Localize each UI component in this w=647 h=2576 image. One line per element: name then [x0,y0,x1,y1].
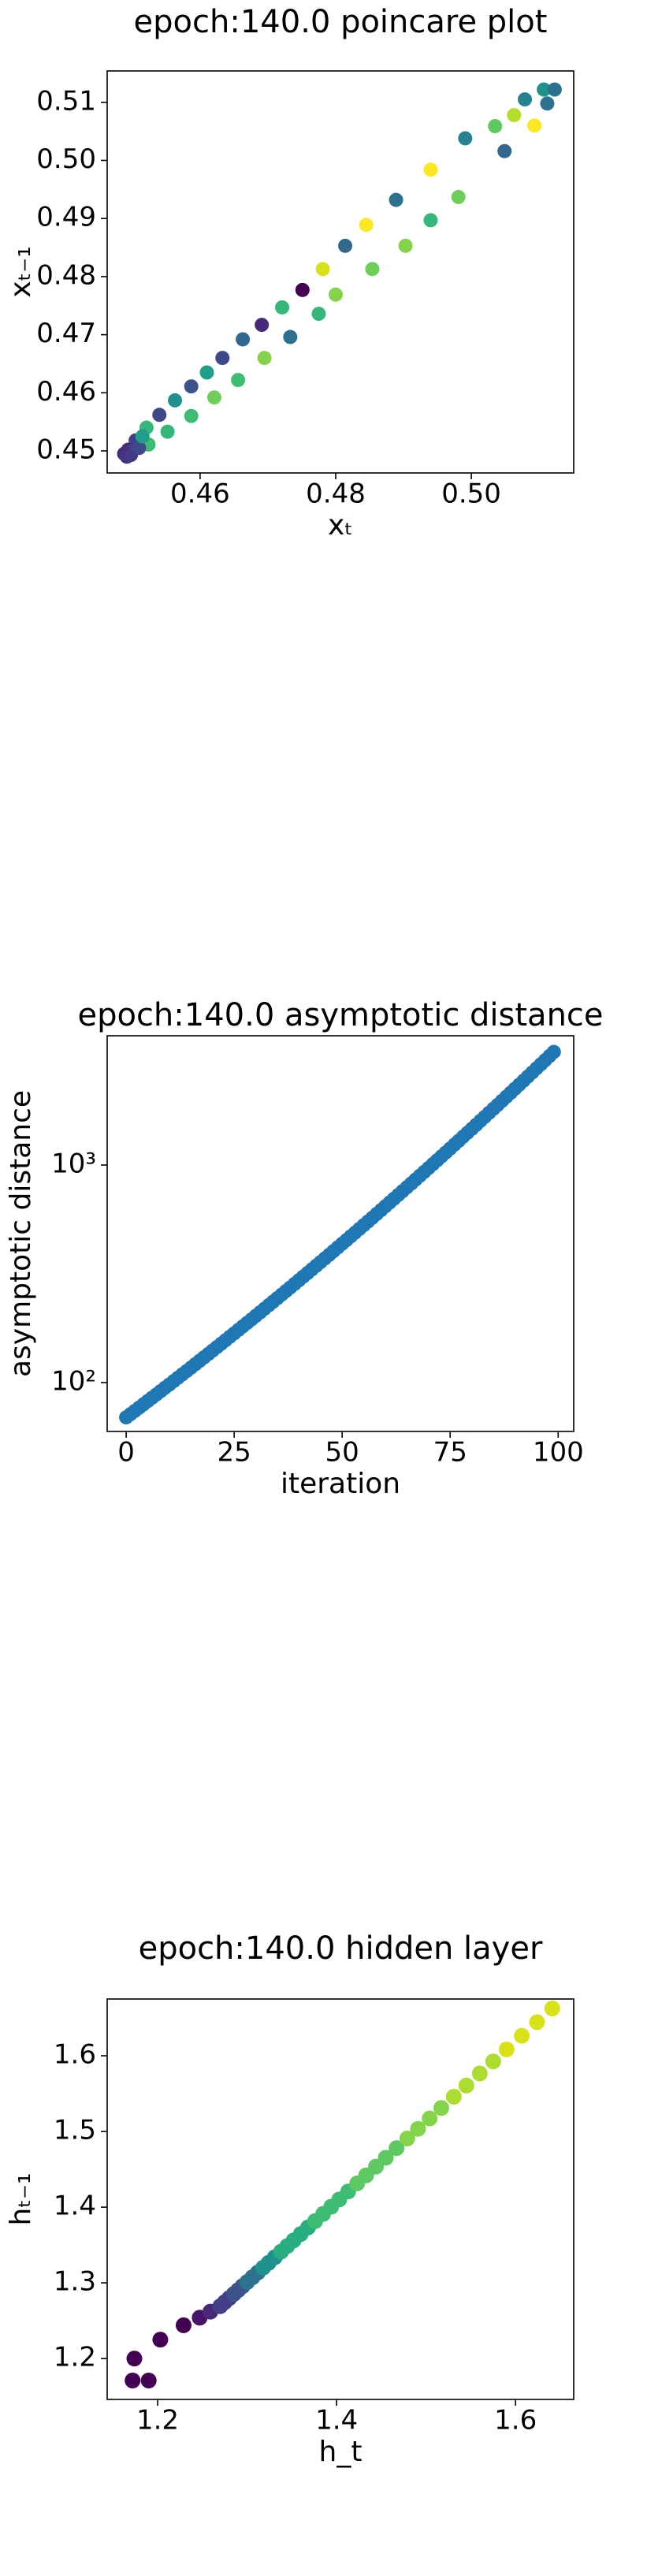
y-tick-label: 1.5 [54,2115,96,2146]
point [398,238,413,253]
point [423,213,438,228]
point [377,2150,394,2166]
point [488,119,503,134]
point [132,441,147,456]
point [125,2372,141,2388]
y-tick-label: 10² [51,1365,96,1397]
x-tick-label: 50 [325,1437,359,1469]
point [544,2001,560,2017]
point [471,2065,488,2082]
point [199,365,214,380]
y-tick-label: 0.50 [36,143,96,175]
point [359,218,374,233]
point [206,390,221,405]
point [423,162,438,177]
point [365,262,380,277]
point [507,108,522,123]
point [410,2120,426,2137]
point [485,2053,501,2070]
chart-title: epoch:140.0 hidden layer [139,1930,543,1967]
point [231,373,246,388]
point [527,118,542,133]
y-tick-label: 1.2 [54,2342,96,2373]
x-tick-label: 1.4 [315,2405,358,2436]
point [497,143,512,158]
x-axis-label: xₜ [328,509,353,542]
point [537,82,552,97]
x-tick-label: 25 [218,1437,251,1469]
chart-title: epoch:140.0 poincare plot [134,4,548,40]
x-axis-label: h_t [319,2436,363,2468]
point [433,2100,449,2116]
point [257,351,272,366]
x-tick-label: 0.48 [306,478,366,510]
point [126,2351,143,2367]
point [546,1044,561,1059]
point [389,2140,405,2157]
x-tick-label: 0 [117,1437,135,1469]
point [311,307,326,322]
plot-frame [106,1998,574,2400]
point [445,2088,462,2105]
x-axis-label: iteration [281,1468,400,1500]
point [152,2332,169,2348]
point [451,189,466,204]
point [514,2027,530,2044]
point [422,2110,438,2127]
point [140,2372,157,2388]
y-tick-label: 0.49 [36,202,96,233]
point [458,131,473,146]
x-tick-label: 75 [433,1437,467,1469]
y-axis-label: xₜ₋₁ [5,246,37,297]
y-axis-label: asymptotic distance [5,1090,37,1377]
y-tick-label: 0.51 [36,85,96,117]
point [540,96,555,111]
y-tick-label: 1.4 [54,2191,96,2222]
plot-frame [106,70,574,474]
y-tick-label: 0.46 [36,376,96,408]
point [184,379,199,394]
x-tick-label: 0.50 [441,478,501,510]
y-axis-label: hₜ₋₁ [5,2173,37,2226]
point [328,287,343,302]
point [458,2077,474,2094]
point [498,2041,515,2057]
y-tick-label: 0.47 [36,318,96,349]
point [399,2130,415,2146]
point [389,192,403,207]
point [315,262,330,277]
y-tick-label: 10³ [51,1148,96,1180]
point [160,424,175,439]
point [518,92,533,107]
point [135,429,150,444]
point [547,82,562,97]
chart-title: epoch:140.0 asymptotic distance [77,997,603,1033]
point [275,300,289,315]
point [215,351,230,366]
x-tick-label: 100 [533,1437,584,1469]
point [529,2014,545,2031]
plot-frame [106,1035,574,1432]
point [255,318,270,333]
y-tick-label: 1.6 [54,2039,96,2071]
point [168,393,183,408]
y-tick-label: 1.3 [54,2266,96,2298]
point [338,238,353,253]
point [152,408,167,423]
x-tick-label: 0.46 [170,478,230,510]
y-tick-label: 0.48 [36,259,96,291]
point [184,408,199,423]
point [175,2317,191,2333]
point [295,282,310,297]
y-tick-label: 0.45 [36,434,96,465]
point [283,329,298,344]
x-tick-label: 1.6 [494,2405,537,2436]
x-tick-label: 1.2 [136,2405,179,2436]
point [236,332,251,347]
